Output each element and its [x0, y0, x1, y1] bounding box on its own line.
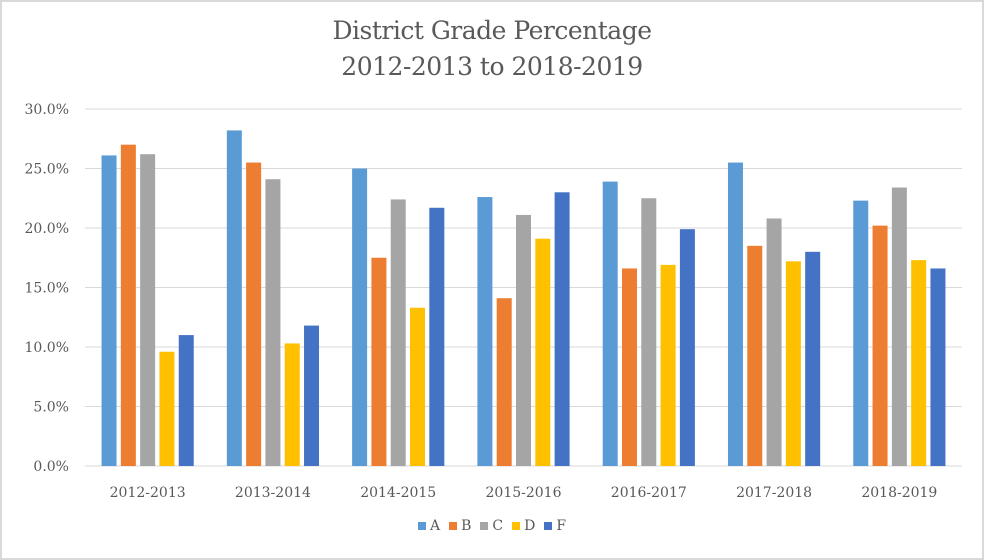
bar-a-2015-2016	[477, 197, 493, 466]
bar-d-2013-2014	[284, 343, 300, 466]
bar-d-2016-2017	[660, 264, 676, 466]
legend-label: B	[461, 518, 472, 534]
bar-d-2012-2013	[159, 351, 175, 466]
legend-item-f: F	[544, 518, 566, 534]
legend-label: D	[524, 518, 536, 534]
bar-c-2012-2013	[140, 154, 156, 466]
bar-f-2018-2019	[930, 268, 946, 466]
legend-item-a: A	[417, 518, 441, 534]
y-tick-label: 5.0%	[33, 400, 69, 416]
x-tick-label: 2012-2013	[110, 485, 186, 501]
legend-swatch	[480, 522, 489, 530]
chart-subtitle: 2012-2013 to 2018-2019	[341, 52, 643, 81]
legend-item-b: B	[449, 518, 471, 534]
bar-a-2012-2013	[101, 155, 117, 466]
bar-b-2017-2018	[747, 245, 763, 466]
bar-f-2013-2014	[304, 325, 320, 466]
x-tick-label: 2015-2016	[486, 485, 562, 501]
bar-b-2016-2017	[621, 268, 637, 466]
bar-b-2012-2013	[120, 144, 136, 466]
bar-d-2015-2016	[535, 238, 551, 466]
bar-d-2018-2019	[911, 260, 927, 466]
bar-f-2012-2013	[178, 335, 194, 466]
bar-f-2017-2018	[805, 251, 821, 466]
legend-swatch	[449, 522, 458, 530]
legend-label: F	[556, 518, 567, 534]
x-tick-label: 2013-2014	[235, 485, 311, 501]
bar-d-2017-2018	[785, 261, 801, 466]
legend-label: C	[492, 518, 504, 534]
bar-f-2014-2015	[429, 207, 445, 466]
x-tick-label: 2018-2019	[861, 485, 937, 501]
bar-b-2015-2016	[496, 298, 512, 466]
bar-c-2013-2014	[265, 179, 281, 466]
x-tick-label: 2014-2015	[360, 485, 436, 501]
bar-a-2018-2019	[853, 200, 869, 466]
legend-swatch	[417, 522, 426, 530]
y-tick-label: 25.0%	[25, 162, 69, 178]
bar-a-2016-2017	[602, 181, 618, 466]
x-tick-label: 2017-2018	[736, 485, 812, 501]
y-tick-label: 10.0%	[25, 340, 69, 356]
bar-c-2018-2019	[891, 187, 907, 467]
bar-b-2014-2015	[371, 257, 387, 466]
legend-label: A	[429, 518, 441, 534]
chart-title: District Grade Percentage	[332, 16, 652, 45]
x-tick-label: 2016-2017	[611, 485, 687, 501]
bar-c-2015-2016	[516, 214, 531, 466]
bar-a-2017-2018	[727, 162, 743, 467]
bar-c-2017-2018	[766, 218, 782, 466]
bar-a-2013-2014	[226, 130, 242, 467]
bar-d-2014-2015	[410, 307, 426, 466]
bar-b-2018-2019	[872, 225, 888, 466]
bar-b-2013-2014	[246, 162, 262, 467]
legend-swatch	[512, 522, 521, 530]
y-tick-label: 0.0%	[33, 459, 69, 475]
bar-c-2014-2015	[390, 199, 406, 466]
legend-item-d: D	[512, 518, 535, 534]
y-tick-label: 30.0%	[25, 102, 69, 118]
bar-c-2016-2017	[641, 198, 657, 466]
y-tick-label: 20.0%	[25, 221, 69, 237]
legend-swatch	[544, 522, 553, 530]
legend-item-c: C	[480, 518, 503, 534]
bar-a-2014-2015	[352, 168, 368, 466]
bar-f-2016-2017	[679, 229, 695, 466]
y-tick-label: 15.0%	[25, 281, 69, 297]
bar-f-2015-2016	[554, 192, 570, 467]
